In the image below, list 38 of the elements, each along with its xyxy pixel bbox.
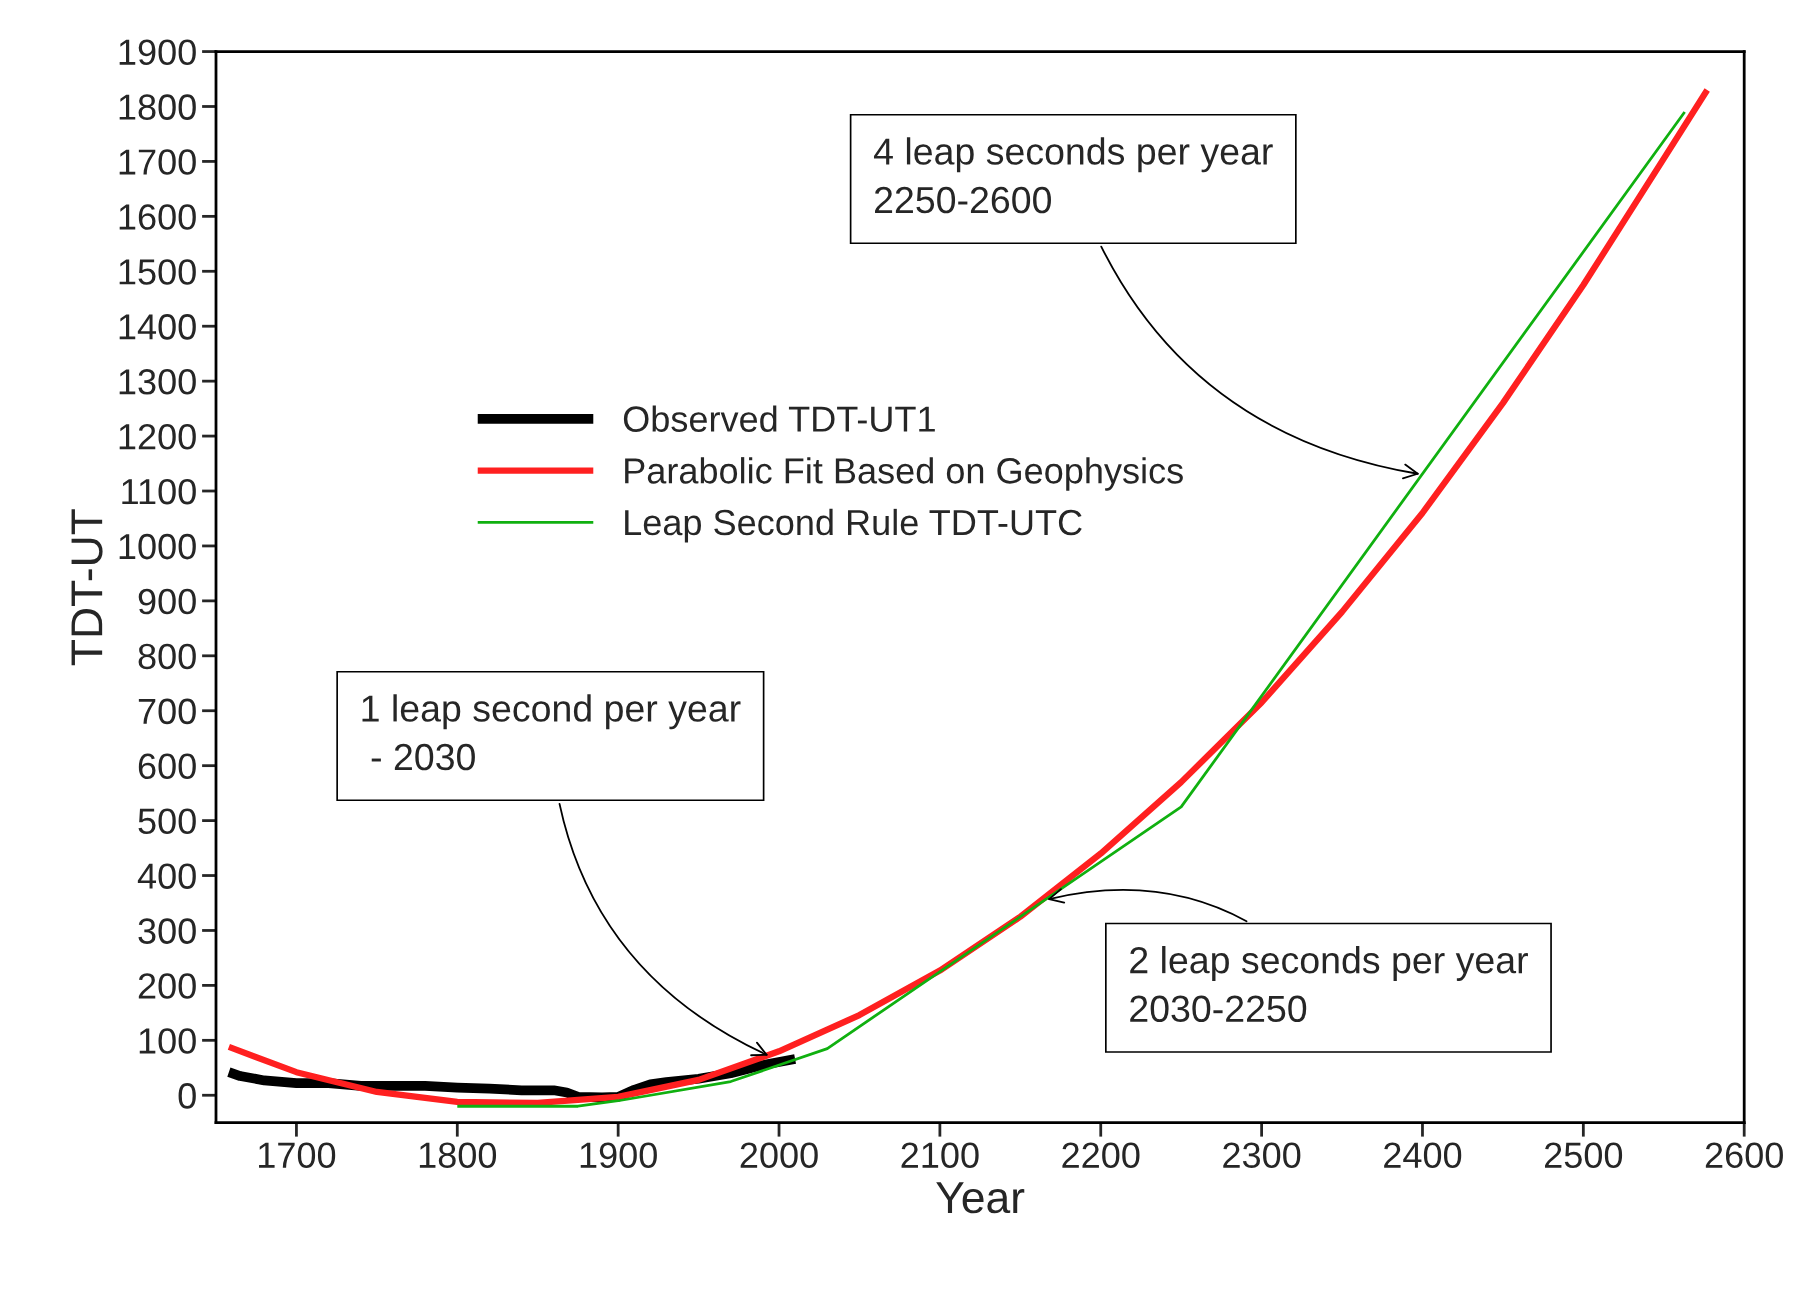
y-tick-label: 1100 <box>122 478 196 505</box>
y-tick-label: 200 <box>138 973 196 999</box>
y-tick-label: 1500 <box>119 259 196 285</box>
x-tick-label: 2400 <box>1384 1142 1462 1168</box>
y-tick-label: 400 <box>137 863 196 889</box>
y-tick-label: 1900 <box>119 39 196 65</box>
y-tick-label: 300 <box>138 918 196 944</box>
x-tick-label: 1900 <box>580 1142 657 1168</box>
y-tick-label: 1800 <box>119 94 196 120</box>
x-tick-label: 2100 <box>901 1142 979 1168</box>
y-tick-label: 500 <box>138 808 196 835</box>
y-tick-label: 1700 <box>119 149 196 175</box>
x-tick-label: 2200 <box>1062 1142 1140 1168</box>
y-tick-label: 1300 <box>119 369 196 395</box>
y-tick-label: 800 <box>138 643 196 670</box>
x-tick-label: 2600 <box>1705 1142 1783 1168</box>
x-tick-label: 2500 <box>1544 1142 1623 1168</box>
y-tick-label: 1200 <box>119 423 196 450</box>
y-tick-label: 600 <box>138 753 196 780</box>
y-tick-label: 100 <box>139 1028 196 1054</box>
y-tick-label: 900 <box>138 588 196 615</box>
x-tick-label: 2300 <box>1223 1142 1301 1168</box>
y-tick-label: 700 <box>138 698 196 725</box>
x-tick-label: 1800 <box>419 1142 497 1168</box>
legend-label: Observed TDT-UT1 <box>623 405 935 432</box>
legend-label: Leap Second Rule TDT-UTC <box>625 508 1082 543</box>
annotation: 2 leap seconds per year 2030-2250 <box>1130 945 1528 1023</box>
x-tick-label: 1700 <box>259 1142 336 1168</box>
y-tick-label: 0 <box>178 1083 196 1109</box>
annotation: 1 leap second per year - 2030 <box>362 694 741 771</box>
y-axis-title: TDT-UT <box>71 509 103 666</box>
y-tick-label: 1000 <box>119 533 196 560</box>
annotation: 4 leap seconds per year 2250-2600 <box>873 137 1273 214</box>
legend-label: Parabolic Fit Based on Geophysics <box>625 457 1183 491</box>
y-tick-label: 1600 <box>119 204 196 230</box>
y-tick-label: 1400 <box>119 314 196 340</box>
x-axis-title: Year <box>936 1182 1025 1214</box>
x-tick-label: 2000 <box>740 1142 818 1168</box>
